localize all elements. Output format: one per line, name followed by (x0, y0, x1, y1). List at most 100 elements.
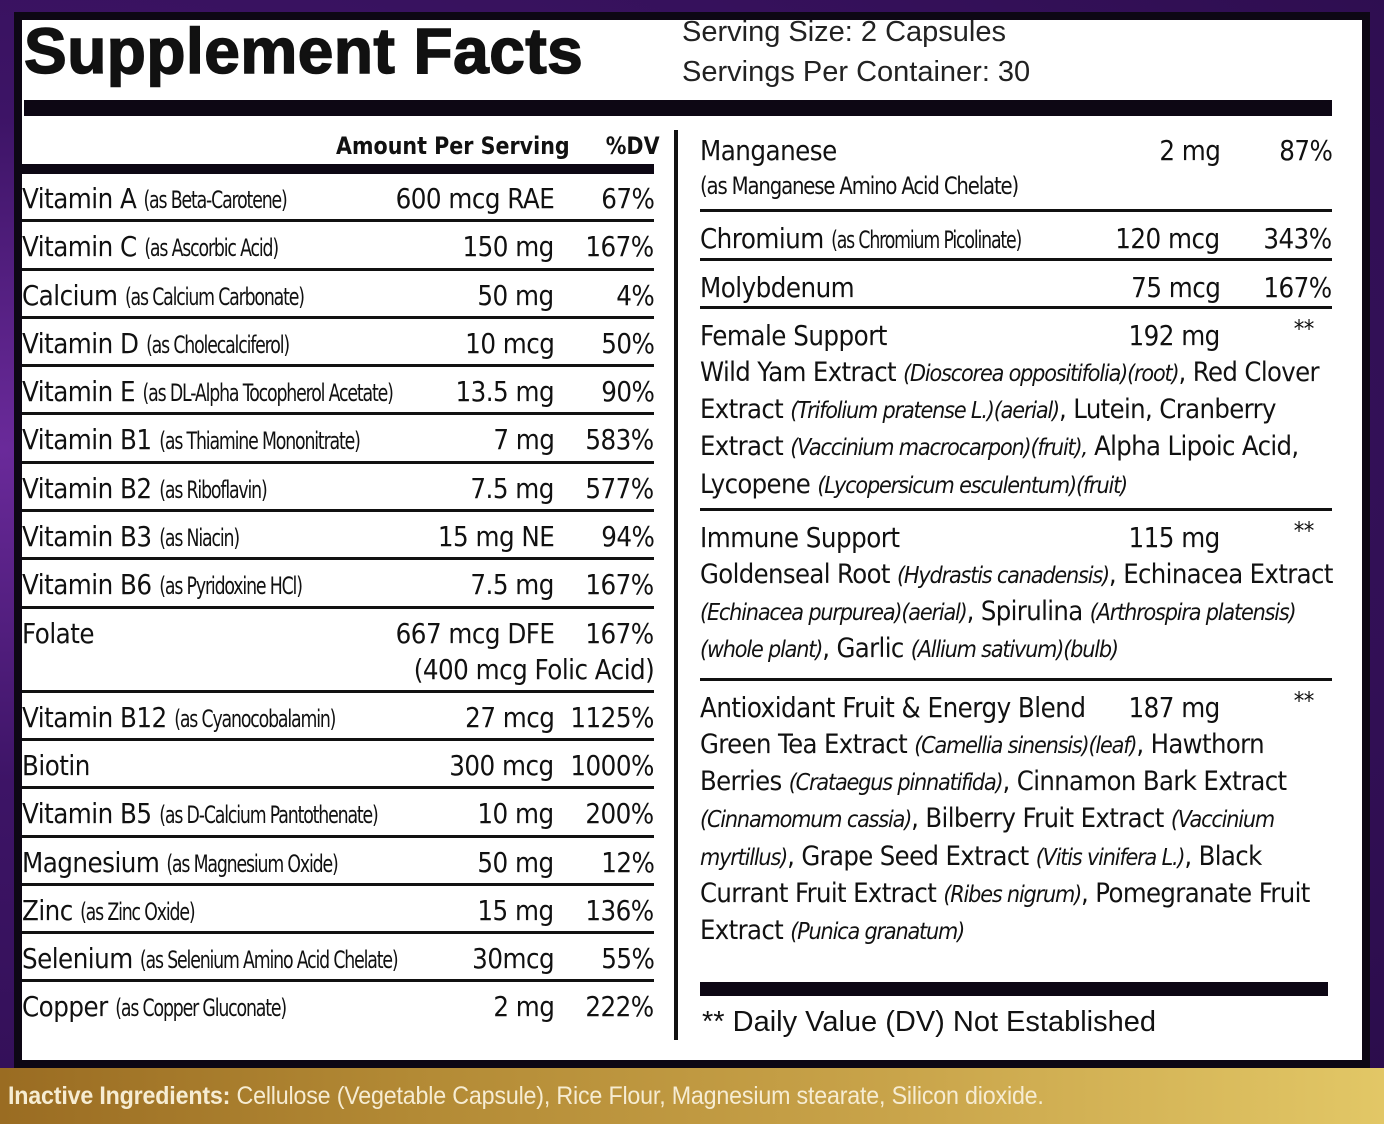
nutrient-name: Manganese (700, 134, 837, 167)
nutrient-name: Calcium (as Calcium Carbonate) (22, 278, 305, 312)
nutrient-row: Vitamin B3 (as Niacin) 15 mg NE 94% (22, 512, 655, 561)
nutrient-name: Chromium (as Chromium Picolinate) (700, 222, 1022, 255)
nutrient-amount: 15 mg (477, 893, 555, 927)
nutrient-row: Vitamin B6 (as Pyridoxine HCl) 7.5 mg 167% (22, 560, 655, 609)
nutrient-dv: 343% (1263, 222, 1333, 255)
nutrient-name: Vitamin B12 (as Cyanocobalamin) (22, 700, 336, 734)
page-title: Supplement Facts (23, 14, 584, 88)
nutrient-dv: 94% (600, 520, 655, 554)
nutrient-name: Magnesium (as Magnesium Oxide) (22, 845, 339, 879)
column-header-dv: %DV (606, 132, 660, 160)
nutrient-amount: 2 mg (492, 990, 555, 1024)
blend-name: Antioxidant Fruit & Energy Blend (700, 691, 1086, 724)
nutrient-name: Vitamin B6 (as Pyridoxine HCl) (22, 568, 303, 602)
blend-ingredients: Green Tea Extract (Camellia sinensis)(le… (700, 729, 1310, 947)
nutrient-amount: 120 mcg (1115, 222, 1221, 255)
nutrient-name: Selenium (as Selenium Amino Acid Chelate… (22, 942, 399, 976)
inactive-ingredients: Inactive Ingredients: Cellulose (Vegetab… (8, 1082, 1288, 1111)
nutrient-row: Vitamin B1 (as Thiamine Mononitrate) 7 mg… (22, 415, 655, 464)
nutrient-row: Vitamin C (as Ascorbic Acid) 150 mg 167% (22, 222, 655, 271)
blend-amount: 187 mg (1128, 691, 1221, 724)
inactive-label: Inactive Ingredients: (8, 1082, 231, 1110)
nutrient-list-right: Manganese (as Manganese Amino Acid Chelat… (700, 124, 1333, 309)
nutrient-dv: 12% (600, 845, 655, 879)
nutrient-dv: 167% (1263, 270, 1333, 304)
nutrient-amount: 10 mcg (464, 326, 555, 360)
nutrient-dv: 136% (585, 893, 655, 927)
column-divider (674, 130, 678, 1040)
nutrient-dv: 67% (600, 182, 655, 215)
nutrient-source: (as Riboflavin) (158, 475, 267, 504)
nutrient-source: (as Copper Gluconate) (115, 994, 287, 1023)
nutrient-row: Chromium (as Chromium Picolinate) 120 mcg… (700, 212, 1333, 261)
nutrient-source: (as Zinc Oxide) (80, 897, 196, 926)
proprietary-blends: Female Support 192 mg ** Wild Yam Extract (… (700, 309, 1333, 953)
blend-dv: ** (1293, 517, 1315, 545)
nutrient-dv: 50% (600, 326, 655, 360)
nutrient-amount: 13.5 mg (455, 375, 554, 409)
blend-name: Immune Support (700, 521, 900, 554)
nutrient-row: Vitamin B2 (as Riboflavin) 7.5 mg 577% (22, 464, 655, 513)
nutrient-name: Vitamin B5 (as D-Calcium Pantothenate) (22, 797, 378, 831)
nutrient-amount: 10 mg (477, 797, 555, 831)
supplement-facts-panel (14, 12, 1370, 1068)
nutrient-source: (as Manganese Amino Acid Chelate) (700, 172, 1019, 200)
nutrient-source: (as Beta-Carotene) (143, 186, 288, 214)
nutrient-amount: 2 mg (1158, 134, 1221, 167)
nutrient-amount: 50 mg (477, 845, 555, 879)
nutrient-row: Vitamin E (as DL-Alpha Tocopherol Acetat… (22, 367, 655, 416)
nutrient-name: Vitamin E (as DL-Alpha Tocopherol Acetat… (22, 375, 394, 409)
inactive-text: Cellulose (Vegetable Capsule), Rice Flou… (230, 1082, 1044, 1110)
nutrient-source: (as Cholecalciferol) (145, 330, 290, 359)
nutrient-dv: 167% (585, 568, 655, 602)
blend-block: Immune Support 115 mg ** Goldenseal Root (H… (700, 511, 1333, 681)
nutrient-row: Manganese (as Manganese Amino Acid Chelat… (700, 124, 1333, 212)
nutrient-amount: 150 mg (462, 230, 555, 264)
nutrient-list: Vitamin A (as Beta-Carotene) 600 mcg RAE 6… (20, 174, 660, 1031)
nutrient-amount: 75 mcg (1130, 270, 1221, 304)
nutrient-dv: 55% (600, 942, 655, 976)
nutrient-amount: 30mcg (472, 942, 554, 976)
nutrient-row: Vitamin D (as Cholecalciferol) 10 mcg 50% (22, 319, 655, 368)
nutrient-name: Copper (as Copper Gluconate) (22, 990, 287, 1024)
nutrient-source: (as Calcium Carbonate) (124, 282, 305, 311)
nutrient-row: Folate 667 mcg DFE 167% (400 mcg Folic Aci… (22, 609, 655, 693)
nutrient-name: Zinc (as Zinc Oxide) (22, 893, 196, 927)
servings-per-container: Servings Per Container: 30 (682, 56, 1031, 88)
nutrient-dv: 4% (615, 278, 655, 312)
blend-ingredients: Wild Yam Extract (Dioscorea oppositifoli… (700, 357, 1320, 500)
nutrient-amount: 600 mcg RAE (395, 182, 554, 215)
nutrient-dv: 90% (600, 375, 655, 409)
blend-name: Female Support (700, 319, 887, 352)
serving-size: Serving Size: 2 Capsules (682, 16, 1006, 48)
nutrient-amount: 50 mg (477, 278, 555, 312)
nutrient-amount: 667 mcg DFE (395, 616, 554, 650)
nutrient-name: Vitamin B3 (as Niacin) (22, 520, 240, 554)
nutrient-name: Vitamin C (as Ascorbic Acid) (22, 230, 279, 264)
header-thick-rule (22, 164, 654, 174)
column-header-amount: Amount Per Serving (336, 132, 570, 160)
blend-ingredients: Goldenseal Root (Hydrastis canadensis), … (700, 559, 1333, 665)
nutrient-row: Calcium (as Calcium Carbonate) 50 mg 4% (22, 271, 655, 319)
nutrient-subnote: (400 mcg Folic Acid) (413, 652, 655, 686)
nutrient-row: Selenium (as Selenium Amino Acid Chelate… (22, 934, 655, 983)
nutrient-name: Vitamin B1 (as Thiamine Mononitrate) (22, 423, 360, 457)
nutrient-dv: 583% (585, 423, 655, 457)
nutrient-dv: 167% (585, 230, 655, 264)
serving-info: Serving Size: 2 Capsules Servings Per Co… (682, 12, 1030, 92)
left-column: Amount Per Serving %DV Vitamin A (as Bet… (20, 124, 660, 1031)
nutrient-name: Molybdenum (700, 270, 855, 304)
right-column: Manganese (as Manganese Amino Acid Chelat… (700, 124, 1333, 953)
nutrient-dv: 167% (585, 616, 655, 650)
table-header: Amount Per Serving %DV (20, 124, 660, 164)
nutrient-amount: 7 mg (492, 423, 555, 457)
nutrient-source: (as Ascorbic Acid) (143, 234, 279, 263)
blend-dv: ** (1293, 315, 1315, 343)
nutrient-amount: 7.5 mg (470, 471, 554, 505)
nutrient-amount: 7.5 mg (470, 568, 554, 602)
blend-amount: 115 mg (1128, 521, 1221, 554)
nutrient-name: Folate (22, 616, 94, 650)
nutrient-dv: 577% (585, 471, 655, 505)
nutrient-dv: 222% (585, 990, 655, 1024)
nutrient-row: Magnesium (as Magnesium Oxide) 50 mg 12% (22, 838, 655, 886)
